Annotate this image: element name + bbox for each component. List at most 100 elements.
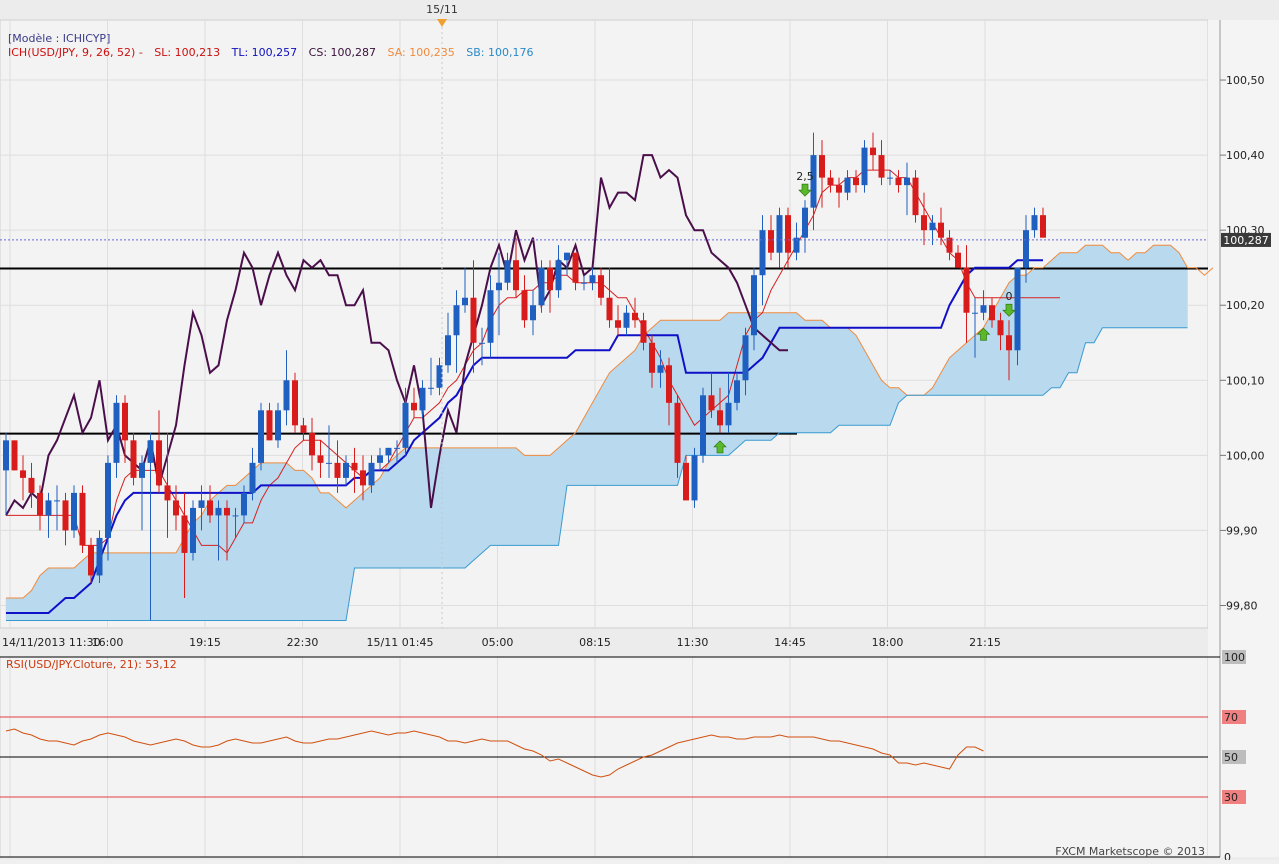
candle-body (802, 208, 808, 238)
candle-body (717, 410, 723, 425)
cloud-segment (380, 463, 389, 568)
cloud-segment (440, 448, 449, 568)
candle-body (530, 305, 536, 320)
x-tick-label: 11:30 (677, 636, 709, 649)
cloud-segment (202, 500, 211, 620)
cloud-segment (363, 485, 372, 568)
cloud-segment (270, 463, 279, 621)
candle-body (471, 298, 477, 343)
price-axis-area[interactable] (1208, 20, 1279, 857)
cloud-segment (389, 455, 398, 568)
candle-body (522, 290, 528, 320)
candle-body (777, 215, 783, 253)
candle-body (683, 463, 689, 501)
candle-body (122, 403, 128, 441)
cloud-segment (474, 448, 483, 561)
candle-body (241, 493, 247, 516)
candle-body (156, 440, 162, 485)
candle-body (445, 335, 451, 365)
candle-body (173, 500, 179, 515)
cloud-segment (57, 568, 66, 621)
cloud-segment (763, 313, 772, 441)
cloud-segment (1154, 245, 1163, 328)
candle (190, 500, 196, 560)
cloud-segment (788, 313, 797, 433)
x-tick-label: 21:15 (969, 636, 1001, 649)
candle-body (496, 283, 502, 291)
cloud-segment (1052, 253, 1061, 388)
candle-body (479, 343, 485, 344)
cloud-segment (1145, 245, 1154, 328)
candle-body (539, 268, 545, 306)
cloud-segment (1086, 245, 1095, 343)
candle-body (88, 545, 94, 575)
cloud-segment (958, 343, 967, 396)
cloud-segment (627, 350, 636, 485)
cloud-segment (108, 553, 117, 621)
candle-body (768, 230, 774, 253)
cloud-segment (338, 500, 347, 620)
candle-body (760, 230, 766, 275)
candle-body (573, 253, 579, 283)
cloud-segment (329, 493, 338, 621)
candle-body (836, 185, 842, 193)
candle-body (326, 463, 332, 464)
x-tick-label: 05:00 (482, 636, 514, 649)
candle-body (54, 500, 60, 501)
candle-body (394, 448, 400, 449)
candle-body (955, 253, 961, 268)
cloud-segment (525, 455, 534, 545)
candle (862, 140, 868, 193)
candle-body (607, 298, 613, 321)
candle-body (318, 455, 324, 463)
candle-body (709, 395, 715, 410)
candle-body (411, 403, 417, 411)
cloud-segment (15, 598, 24, 621)
candle-body (785, 215, 791, 253)
candle-body (700, 395, 706, 455)
y-tick-label: 100,20 (1226, 299, 1265, 312)
cloud-segment (831, 328, 840, 433)
candle-body (216, 508, 222, 516)
candle-body (80, 493, 86, 546)
cloud-segment (261, 463, 270, 621)
candle-body (420, 388, 426, 411)
candle-body (1015, 268, 1021, 351)
candle-body (641, 320, 647, 343)
candle-body (862, 148, 868, 186)
legend-sl: SL: 100,213 (154, 46, 220, 59)
cloud-segment (610, 365, 619, 485)
cloud-segment (1162, 245, 1171, 328)
ichimoku-legend: ICH(USD/JPY, 9, 26, 52) - SL: 100,213 TL… (8, 46, 533, 59)
candle-body (3, 440, 9, 470)
rsi-tick-label: 70 (1224, 711, 1238, 724)
cloud-segment (355, 493, 364, 568)
candle-body (199, 500, 205, 508)
candle (913, 170, 919, 223)
candle-body (224, 508, 230, 516)
cloud-segment (601, 373, 610, 486)
cloud-segment (295, 470, 304, 620)
cloud-segment (839, 328, 848, 426)
candle-body (428, 388, 434, 389)
rsi-legend: RSI(USD/JPY.Cloture, 21): 53,12 (6, 658, 177, 671)
candle-body (615, 320, 621, 328)
candle-body (63, 500, 69, 530)
x-tick-label: 19:15 (189, 636, 221, 649)
candle-body (1040, 215, 1046, 238)
cloud-segment (1171, 245, 1180, 328)
x-tick-label: 15/11 01:45 (367, 636, 434, 649)
cloud-segment (482, 448, 491, 553)
cloud-segment (848, 328, 857, 426)
candle-body (666, 365, 672, 403)
cloud-segment (151, 553, 160, 621)
candle-body (581, 283, 587, 284)
y-tick-label: 99,80 (1226, 599, 1258, 612)
cloud-segment (805, 320, 814, 433)
rsi-tick-label: 0 (1224, 851, 1231, 860)
cloud-segment (414, 448, 423, 568)
cloud-segment (448, 448, 457, 568)
cloud-segment (1043, 260, 1052, 395)
candle-body (734, 380, 740, 403)
